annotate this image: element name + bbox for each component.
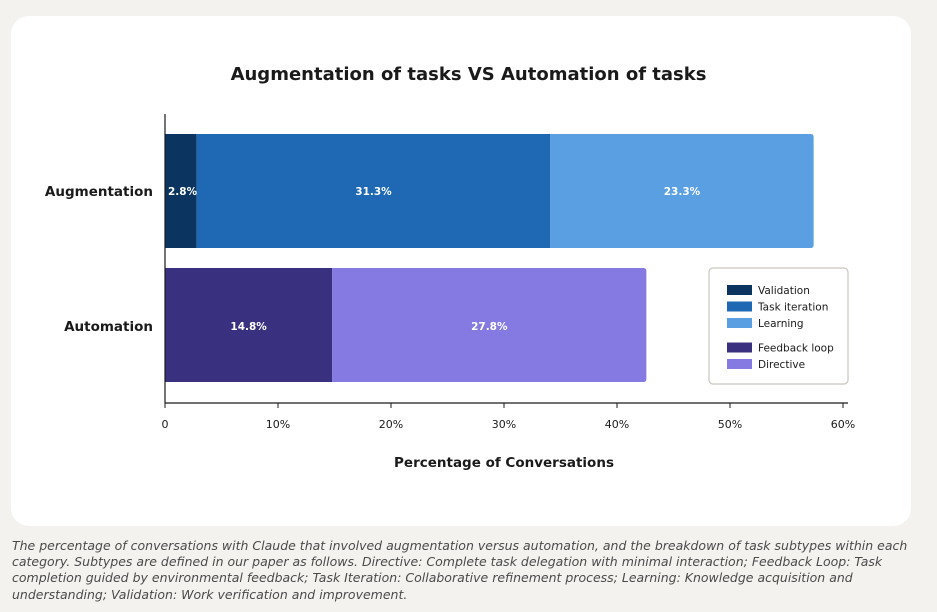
legend-label-learning: Learning	[758, 318, 804, 330]
stacked-bar-chart: Augmentation Automation 2.8% 31.3% 23.3% 14.8…	[45, 114, 855, 471]
category-label-augmentation: Augmentation	[45, 184, 153, 200]
legend-label-validation: Validation	[758, 285, 810, 297]
legend-box	[708, 267, 849, 385]
x-tick-label-60: 60%	[831, 418, 855, 431]
bar-augmentation-learning	[550, 134, 814, 248]
x-tick-label-40: 40%	[605, 418, 629, 431]
legend-swatch-feedback-loop	[727, 342, 752, 353]
legend-label-directive: Directive	[758, 359, 805, 371]
x-tick-label-20: 20%	[379, 418, 403, 431]
x-tick-label-50: 50%	[718, 418, 742, 431]
legend-swatch-learning	[727, 318, 752, 328]
legend-label-task-iteration: Task iteration	[757, 302, 828, 314]
data-label-automation-feedback-loop: 14.8%	[230, 321, 267, 333]
x-tick-label-30: 30%	[492, 418, 516, 431]
bar-automation-feedback-loop	[165, 268, 333, 382]
data-label-automation-directive: 27.8%	[471, 321, 508, 333]
bar-augmentation-task-iteration	[196, 134, 551, 248]
data-label-augmentation-task-iteration: 31.3%	[355, 186, 392, 198]
chart-title: Augmentation of tasks VS Automation of t…	[230, 64, 707, 85]
bar-augmentation-validation	[165, 134, 197, 248]
data-label-augmentation-validation: 2.8%	[168, 186, 198, 198]
x-tick-label-10: 10%	[266, 418, 290, 431]
data-label-augmentation-learning: 23.3%	[664, 186, 701, 198]
legend-swatch-task-iteration	[727, 301, 752, 312]
legend-label-feedback-loop: Feedback loop	[758, 343, 834, 355]
bar-automation-directive	[332, 268, 647, 382]
legend-swatch-validation	[727, 285, 752, 295]
x-axis-title: Percentage of Conversations	[394, 455, 614, 471]
x-tick-label-0: 0	[162, 418, 169, 431]
legend-swatch-directive	[727, 359, 752, 369]
category-label-automation: Automation	[64, 319, 153, 335]
figure-caption: The percentage of conversations with Cla…	[12, 538, 908, 602]
